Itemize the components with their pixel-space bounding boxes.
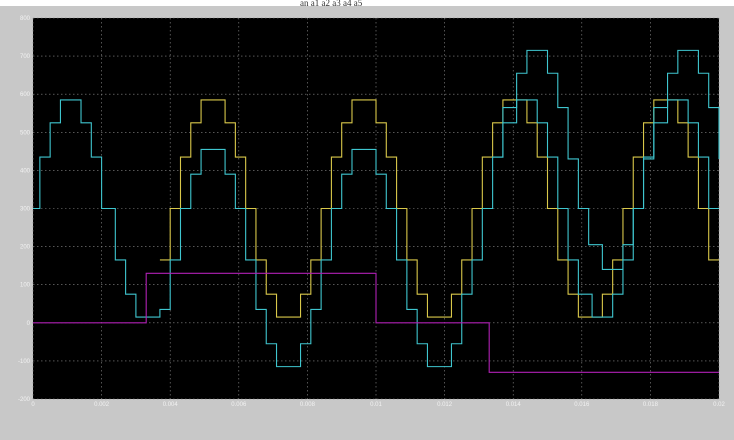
grid (32, 17, 720, 400)
x-tick-labels: 0 0.002 0.004 0.006 0.008 0.01 0.012 0.014 0.016… (31, 402, 725, 408)
x-tick-label: 0.01 (370, 402, 382, 408)
series-line-2-segment-1 (492, 49, 720, 271)
y-tick-label: 100 (20, 283, 31, 289)
y-tick-label: -200 (18, 397, 31, 403)
y-tick-labels: -200 -100 0 100 200 300 400 500 600 700 800 (18, 16, 31, 403)
x-tick-label: 0.002 (94, 402, 110, 408)
x-tick-label: 0.006 (231, 402, 247, 408)
y-tick-label: -100 (18, 359, 31, 365)
x-tick-label: 0.018 (643, 402, 659, 408)
series-line-3 (33, 272, 719, 373)
y-tick-label: 700 (20, 54, 31, 60)
x-tick-label: 0.012 (437, 402, 453, 408)
y-tick-label: 500 (20, 130, 31, 136)
series-layer (33, 49, 720, 373)
x-tick-label: 0.02 (713, 402, 725, 408)
top-caption: an a1 a2 a3 a4 a5 (300, 0, 363, 8)
y-tick-label: 200 (20, 245, 31, 251)
x-tick-label: 0.008 (300, 402, 316, 408)
x-tick-label: 0.004 (163, 402, 179, 408)
y-tick-label: 400 (20, 168, 31, 174)
series-line-2 (33, 99, 719, 368)
y-tick-label: 300 (20, 207, 31, 213)
x-tick-label: 0.016 (574, 402, 590, 408)
x-tick-label: 0.014 (506, 402, 522, 408)
y-tick-label: 600 (20, 92, 31, 98)
y-tick-label: 800 (20, 16, 31, 22)
x-tick-label: 0 (31, 402, 35, 408)
series-line-1 (159, 99, 719, 318)
y-tick-label: 0 (27, 321, 31, 327)
